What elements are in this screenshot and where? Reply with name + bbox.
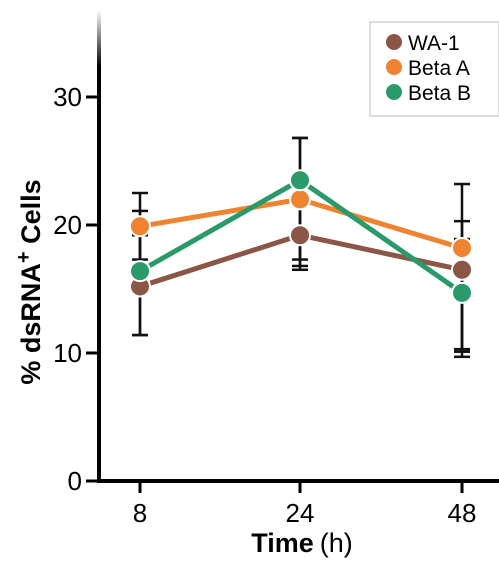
y-tick-label: 0	[68, 466, 82, 496]
y-tick-group: 0 10 20 30	[53, 82, 99, 496]
y-tick-label: 20	[53, 210, 82, 240]
y-axis-title: % dsRNA+ Cells	[13, 179, 46, 384]
data-points	[129, 169, 473, 304]
data-point	[289, 188, 311, 211]
legend-label-1: Beta A	[408, 57, 470, 80]
x-tick-label: 24	[286, 498, 315, 528]
data-point	[289, 224, 311, 247]
y-axis-title-main: % dsRNA	[16, 263, 46, 385]
data-point	[289, 169, 311, 192]
legend-marker-2	[386, 84, 402, 100]
legend-marker-0	[386, 34, 402, 50]
x-tick-label: 8	[133, 498, 147, 528]
x-axis-title: Time (h)	[251, 528, 353, 558]
x-axis-title-unit: (h)	[320, 528, 353, 558]
x-axis-title-main: Time	[251, 528, 314, 558]
data-point	[451, 281, 473, 304]
y-tick-label: 30	[53, 82, 82, 112]
legend-label-2: Beta B	[408, 82, 471, 105]
y-tick-label: 10	[53, 338, 82, 368]
y-axis-line	[97, 10, 101, 481]
legend-label-0: WA-1	[408, 32, 460, 55]
y-axis-title-sup: +	[13, 251, 35, 263]
y-axis-title-end: Cells	[16, 179, 46, 251]
data-point	[129, 260, 151, 283]
x-tick-label: 48	[448, 498, 477, 528]
data-point	[451, 258, 473, 281]
x-tick-group: 8 24 48	[133, 479, 477, 528]
data-point	[129, 215, 151, 238]
legend-marker-1	[386, 59, 402, 75]
data-point	[451, 237, 473, 260]
